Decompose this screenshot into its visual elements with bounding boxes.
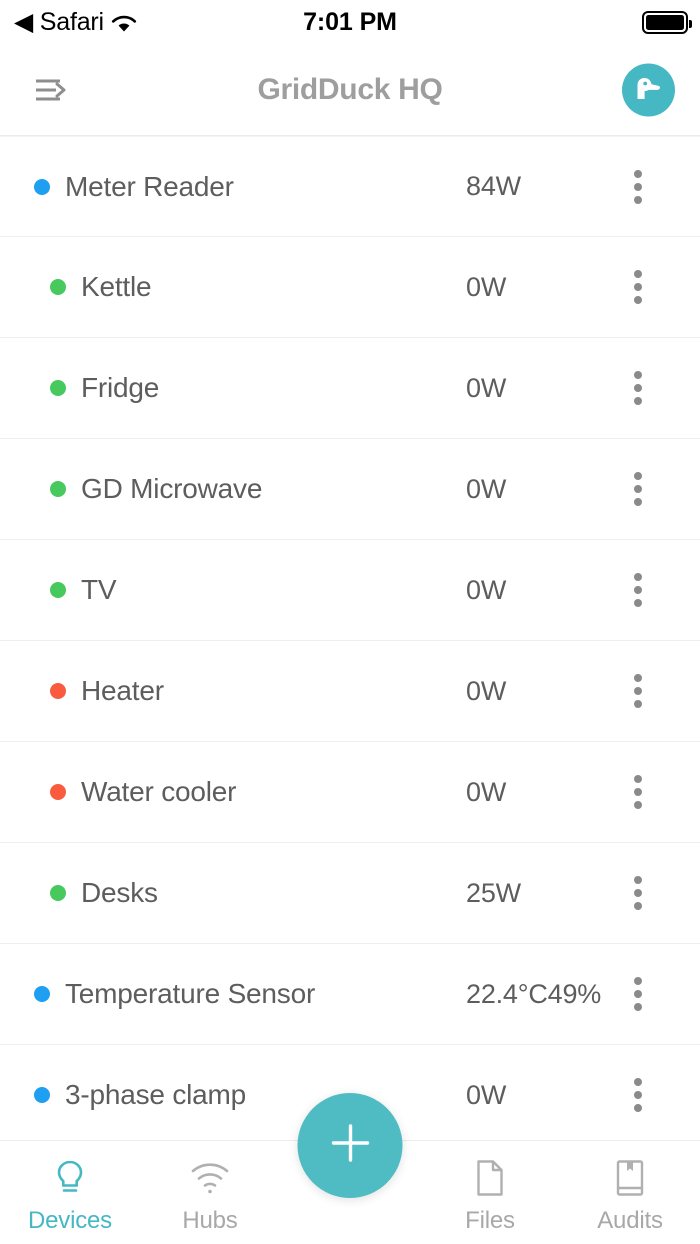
device-reading: 0W <box>466 271 507 302</box>
device-row[interactable]: Water cooler 0W <box>0 742 700 843</box>
device-reading: 0W <box>466 675 507 706</box>
device-row-lead: Kettle <box>0 271 152 303</box>
device-row[interactable]: Kettle 0W <box>0 237 700 338</box>
tab-devices-label: Devices <box>28 1207 112 1234</box>
device-name: Water cooler <box>81 776 237 807</box>
hamburger-arrow-icon[interactable] <box>34 75 74 105</box>
device-list[interactable]: Meter Reader 84W Kettle 0W Fridge 0W GD Microw… <box>0 136 700 1140</box>
device-row[interactable]: Meter Reader 84W <box>0 136 700 237</box>
device-reading: 22.4°C49% <box>466 978 602 1009</box>
device-row-lead: Heater <box>0 675 164 707</box>
more-vertical-icon[interactable] <box>624 469 652 509</box>
battery-full-icon <box>642 10 692 34</box>
status-dot-online <box>50 885 66 901</box>
device-name: Desks <box>81 877 158 908</box>
device-row[interactable]: Heater 0W <box>0 641 700 742</box>
device-name: Meter Reader <box>65 170 234 202</box>
status-dot-info <box>34 178 50 195</box>
device-name: 3-phase clamp <box>65 1079 247 1110</box>
plus-icon <box>323 1116 377 1175</box>
status-bar-left: ◀ Safari <box>14 7 137 37</box>
device-reading: 0W <box>466 776 507 807</box>
tab-audits[interactable]: Audits <box>560 1141 700 1244</box>
more-vertical-icon[interactable] <box>624 671 652 711</box>
device-row-lead: Meter Reader <box>0 171 234 203</box>
status-dot-online <box>50 481 66 497</box>
device-row[interactable]: 3-phase clamp 0W <box>0 1045 700 1140</box>
more-vertical-icon[interactable] <box>624 1075 652 1115</box>
more-vertical-icon[interactable] <box>624 974 652 1014</box>
device-row-lead: GD Microwave <box>0 473 262 505</box>
status-dot-alert <box>50 784 66 800</box>
device-row-lead: TV <box>0 574 117 606</box>
battery-level <box>646 14 684 30</box>
app-header: GridDuck HQ <box>0 44 700 136</box>
gridduck-duck-logo-icon[interactable] <box>622 63 675 116</box>
device-name: Temperature Sensor <box>65 978 316 1009</box>
device-reading: 0W <box>466 1079 507 1110</box>
more-vertical-icon[interactable] <box>624 772 652 812</box>
tab-devices[interactable]: Devices <box>0 1141 140 1244</box>
tab-files[interactable]: Files <box>420 1141 560 1244</box>
device-name: TV <box>81 574 117 605</box>
document-icon <box>475 1157 505 1199</box>
tab-audits-label: Audits <box>597 1207 663 1234</box>
page-title: GridDuck HQ <box>257 72 443 106</box>
wifi-icon <box>111 14 137 34</box>
status-dot-online <box>50 380 66 396</box>
status-bar-right <box>642 10 692 34</box>
more-vertical-icon[interactable] <box>624 368 652 408</box>
status-dot-alert <box>50 683 66 699</box>
device-row-lead: Desks <box>0 877 158 909</box>
back-to-safari-label[interactable]: ◀ Safari <box>14 8 104 36</box>
tab-hubs[interactable]: Hubs <box>140 1141 280 1244</box>
status-dot-online <box>50 582 66 598</box>
more-vertical-icon[interactable] <box>624 267 652 307</box>
device-row[interactable]: Desks 25W <box>0 843 700 944</box>
device-reading: 0W <box>466 372 507 403</box>
device-reading: 25W <box>466 877 521 908</box>
more-vertical-icon[interactable] <box>624 570 652 610</box>
device-name: Kettle <box>81 271 152 302</box>
status-bar: ◀ Safari 7:01 PM <box>0 0 700 44</box>
device-row[interactable]: TV 0W <box>0 540 700 641</box>
status-dot-info <box>34 986 50 1002</box>
device-reading: 0W <box>466 473 507 504</box>
device-row[interactable]: GD Microwave 0W <box>0 439 700 540</box>
more-vertical-icon[interactable] <box>624 873 652 913</box>
device-reading: 84W <box>466 171 521 201</box>
device-row-lead: Water cooler <box>0 776 236 808</box>
device-row-lead: Fridge <box>0 372 159 404</box>
wifi-icon <box>190 1157 230 1199</box>
book-bookmark-icon <box>614 1157 646 1199</box>
device-row[interactable]: Fridge 0W <box>0 338 700 439</box>
lightbulb-icon <box>53 1157 87 1199</box>
device-row[interactable]: Temperature Sensor 22.4°C49% <box>0 944 700 1045</box>
status-dot-info <box>34 1087 50 1103</box>
add-device-fab[interactable] <box>297 1093 403 1198</box>
more-vertical-icon[interactable] <box>624 167 652 207</box>
status-dot-online <box>50 279 66 295</box>
tab-hubs-label: Hubs <box>182 1207 238 1234</box>
clock: 7:01 PM <box>303 7 397 36</box>
device-name: GD Microwave <box>81 473 263 504</box>
device-row-lead: 3-phase clamp <box>0 1079 246 1111</box>
device-reading: 0W <box>466 574 507 605</box>
device-name: Heater <box>81 675 164 706</box>
device-row-lead: Temperature Sensor <box>0 978 315 1010</box>
device-name: Fridge <box>81 372 160 403</box>
tab-files-label: Files <box>465 1207 515 1234</box>
